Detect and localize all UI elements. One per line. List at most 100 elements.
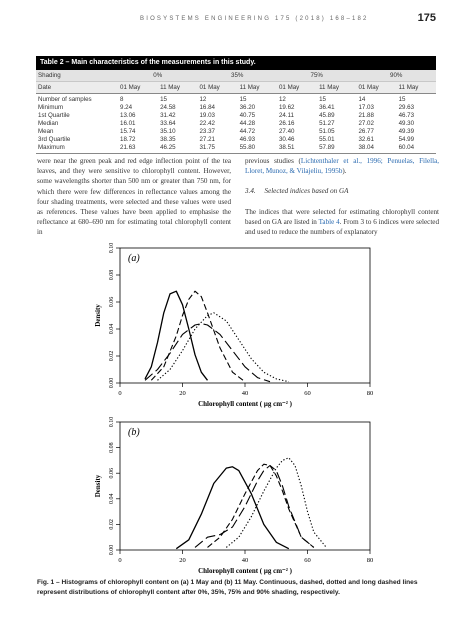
paragraph-text: previous studies ( [245, 157, 301, 165]
panel-label: (a) [128, 253, 140, 264]
y-tick-label: 0.06 [109, 297, 115, 308]
paragraph: The indices that were selected for estim… [245, 207, 439, 238]
table-cell: 38.04 [356, 144, 397, 154]
table-cell: 17.03 [358, 104, 374, 111]
density-curve-long-dashed [144, 323, 271, 383]
table-cell: 15 [398, 96, 406, 103]
x-tick-label: 60 [304, 390, 311, 397]
date-col-header: 01 May [276, 81, 318, 94]
density-curve-continuous [175, 466, 290, 550]
table-cell: 44.72 [239, 128, 256, 135]
table-cell: 21.88 [358, 112, 374, 119]
row-label: 1st Quartile [38, 112, 70, 119]
plot-frame [119, 421, 371, 551]
journal-citation: BIOSYSTEMS ENGINEERING 175 (2018) 168–18… [140, 16, 369, 22]
table-cell: 60.04 [396, 144, 436, 154]
table-cell: 13.06 [120, 112, 136, 119]
panel-label: (b) [128, 427, 140, 438]
table-link[interactable]: Table 4 [318, 217, 340, 226]
table-cell: 8 [120, 96, 124, 103]
row-label: Median [38, 120, 59, 127]
table-cell: 19.62 [278, 104, 295, 111]
citation-link[interactable]: Lichtenthaler et al., 1996; Penuelas, Fi… [245, 157, 440, 176]
table-cell: 35.10 [160, 128, 176, 135]
shading-level-75: 75% [276, 70, 357, 82]
table-row: 3rd Quartile 18.72 38.35 27.21 46.93 30.46 55.… [36, 136, 436, 144]
table-row: Mean 15.74 35.10 23.37 44.72 27.40 51.05 26.77 4… [36, 128, 436, 136]
table-cell: 24.11 [278, 112, 294, 119]
density-curve-dotted [157, 312, 289, 383]
date-col-header: 11 May [317, 81, 357, 94]
date-col-header: 11 May [396, 81, 436, 94]
y-tick-label: 0.02 [109, 351, 115, 362]
table-cell: 14 [358, 96, 366, 103]
row-label: Maximum [36, 144, 118, 154]
figure-caption: Fig. 1 – Histograms of chlorophyll conte… [37, 579, 418, 596]
figure-1: (a) 0 20 40 60 80 0.00 0.02 0.04 0.06 0.08 0.10 Chlo… [94, 243, 373, 575]
y-tick-label: 0.10 [109, 417, 115, 428]
table-cell: 26.16 [278, 120, 295, 127]
table-cell: 30.46 [278, 136, 295, 143]
table-cell: 21.63 [118, 144, 159, 154]
shading-level-35: 35% [197, 70, 277, 82]
table-caption: Table 2 – Main characteristics of the me… [36, 56, 436, 70]
table-cell: 36.41 [319, 104, 335, 111]
running-header: BIOSYSTEMS ENGINEERING 175 (2018) 168–18… [0, 10, 474, 30]
plot-frame [119, 247, 371, 384]
section-title: Selected indices based on GA [264, 187, 349, 196]
table-cell: 27.02 [358, 120, 374, 127]
y-tick-label: 0.08 [109, 270, 115, 281]
table-cell: 45.89 [319, 112, 335, 119]
row-label: 3rd Quartile [38, 136, 71, 143]
table-cell: 27.40 [278, 128, 295, 135]
table-cell: 57.89 [317, 144, 357, 154]
x-tick-label: 0 [118, 557, 121, 564]
table-cell: 22.42 [199, 120, 215, 127]
date-col-header: 01 May [118, 81, 159, 94]
x-tick-label: 20 [179, 390, 186, 397]
x-axis-label: Chlorophyll content ( μg cm⁻² ) [198, 400, 292, 408]
table-cell: 33.64 [160, 120, 176, 127]
x-tick-label: 60 [304, 557, 311, 564]
x-tick-label: 40 [242, 390, 249, 397]
paragraph: previous studies (Lichtenthaler et al., … [245, 156, 439, 176]
table-cell: 31.75 [197, 144, 238, 154]
table-cell: 44.28 [239, 120, 256, 127]
page-number: 175 [417, 12, 436, 24]
table-cell: 38.51 [276, 144, 318, 154]
paragraph-text: ). [342, 167, 347, 176]
table-header-row-date: Date 01 May 11 May 01 May 11 May 01 May … [36, 81, 436, 94]
y-axis-label: Density [94, 304, 102, 327]
table-cell: 46.73 [398, 112, 415, 119]
table-cell: 27.21 [199, 136, 215, 143]
paragraph-text: . From 3 to 6 indices were selected and … [245, 217, 439, 237]
table-cell: 32.61 [358, 136, 374, 143]
table-cell: 15 [239, 96, 247, 103]
table-row: Minimum 9.24 24.58 16.84 36.20 19.62 36.41 17.0… [36, 104, 436, 112]
table-row: 1st Quartile 13.06 31.42 19.03 40.75 24.11 45.… [36, 112, 436, 120]
y-tick-label: 0.04 [109, 494, 115, 505]
right-text-column: previous studies (Lichtenthaler et al., … [245, 156, 439, 247]
shading-header: Shading [36, 70, 118, 82]
paragraph: were near the green peak and red edge in… [37, 157, 231, 237]
table-header-row-shading: Shading 0% 35% 75% 90% [36, 70, 436, 82]
table-row: Maximum 21.63 46.25 31.75 55.80 38.51 57.89 38.… [36, 144, 436, 154]
x-axis-label: Chlorophyll content ( μg cm⁻² ) [198, 567, 292, 575]
table-cell: 29.63 [398, 104, 415, 111]
left-text-column: were near the green peak and red edge in… [37, 156, 231, 238]
table-cell: 49.39 [398, 128, 415, 135]
y-tick-label: 0.00 [109, 378, 115, 389]
table-cell: 18.72 [120, 136, 136, 143]
table-cell: 46.25 [158, 144, 198, 154]
date-col-header: 11 May [158, 81, 198, 94]
y-tick-label: 0.10 [109, 243, 115, 254]
table-cell: 38.35 [160, 136, 176, 143]
table-cell: 16.84 [199, 104, 215, 111]
table-cell: 31.42 [160, 112, 176, 119]
table-cell: 15 [319, 96, 326, 103]
x-tick-label: 20 [179, 557, 186, 564]
table-cell: 16.01 [120, 120, 136, 127]
density-curve-dotted [225, 457, 327, 548]
table-cell: 55.80 [237, 144, 277, 154]
table-cell: 26.77 [358, 128, 374, 135]
